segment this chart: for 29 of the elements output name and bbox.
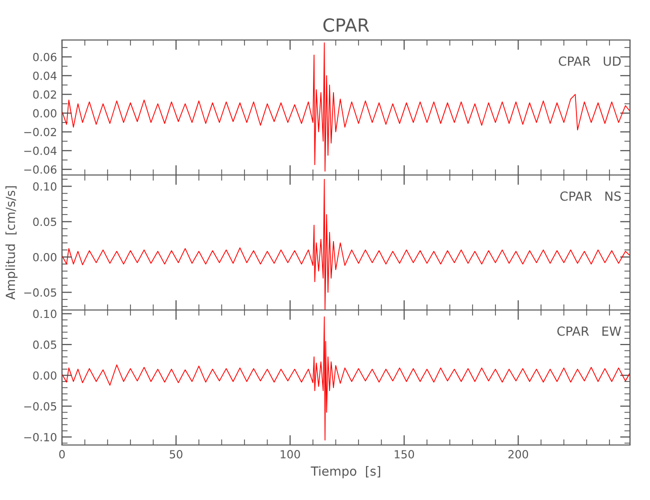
annotation: CPAR EW (557, 326, 622, 336)
y-tick-label: 0.05 (33, 218, 56, 226)
y-tick-label: 0.05 (33, 340, 56, 349)
x-tick-label: 100 (280, 450, 300, 458)
annotation: CPAR UD (558, 56, 621, 66)
y-tick-label: 0.00 (33, 109, 56, 118)
x-tick-label: 150 (394, 450, 414, 458)
y-tick-label: 0.02 (33, 90, 56, 99)
x-tick-label: 0 (59, 450, 65, 458)
y-tick-label: 0.10 (33, 182, 56, 191)
y-tick-label: 0.06 (33, 52, 56, 62)
x-tick-label: 50 (170, 450, 182, 458)
line-series (62, 316, 630, 440)
line-series (62, 42, 630, 172)
y-tick-label: −0.06 (24, 165, 56, 174)
y-tick-label: −0.02 (24, 128, 56, 136)
y-tick-label: 0.10 (33, 310, 56, 318)
chart-title: CPAR (323, 18, 370, 32)
y-tick-label: −0.04 (24, 146, 57, 156)
y-tick-label: −0.10 (24, 432, 56, 442)
y-tick-label: −0.05 (24, 402, 56, 411)
x-axis-title: Tiempo [s] (310, 466, 380, 478)
y-tick-label: 0.00 (33, 252, 56, 262)
y-tick-label: 0.00 (33, 371, 56, 380)
annotation: CPAR NS (560, 191, 621, 201)
y-axis-title: Amplitud [cm/s/s] (5, 186, 18, 300)
y-tick-label: 0.04 (33, 72, 57, 80)
x-tick-label: 200 (508, 450, 528, 458)
y-tick-label: −0.05 (24, 288, 56, 297)
